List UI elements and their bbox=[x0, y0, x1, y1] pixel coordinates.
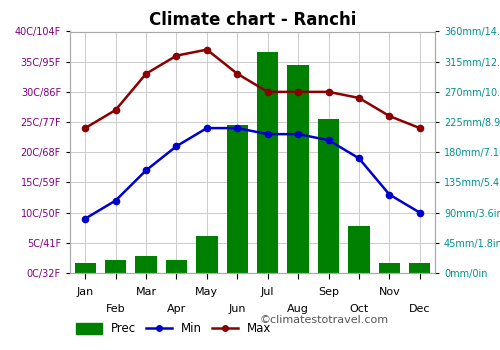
Text: Aug: Aug bbox=[287, 303, 309, 314]
Text: ©climatestotravel.com: ©climatestotravel.com bbox=[260, 315, 389, 325]
Bar bbox=[196, 236, 218, 273]
Bar bbox=[105, 260, 126, 273]
Text: Sep: Sep bbox=[318, 287, 339, 297]
Text: Jun: Jun bbox=[228, 303, 246, 314]
Text: Apr: Apr bbox=[167, 303, 186, 314]
Bar bbox=[348, 226, 370, 273]
Text: Feb: Feb bbox=[106, 303, 126, 314]
Text: Jul: Jul bbox=[261, 287, 274, 297]
Bar bbox=[318, 119, 339, 273]
Bar bbox=[74, 263, 96, 273]
Bar bbox=[136, 256, 156, 273]
Legend: Prec, Min, Max: Prec, Min, Max bbox=[76, 322, 272, 335]
Text: May: May bbox=[196, 287, 218, 297]
Text: Mar: Mar bbox=[136, 287, 156, 297]
Bar bbox=[409, 263, 430, 273]
Text: Nov: Nov bbox=[378, 287, 400, 297]
Title: Climate chart - Ranchi: Climate chart - Ranchi bbox=[149, 10, 356, 29]
Text: Jan: Jan bbox=[76, 287, 94, 297]
Bar bbox=[257, 51, 278, 273]
Text: Oct: Oct bbox=[350, 303, 368, 314]
Text: Dec: Dec bbox=[409, 303, 430, 314]
Bar bbox=[288, 65, 309, 273]
Bar bbox=[378, 263, 400, 273]
Bar bbox=[226, 125, 248, 273]
Bar bbox=[166, 260, 187, 273]
